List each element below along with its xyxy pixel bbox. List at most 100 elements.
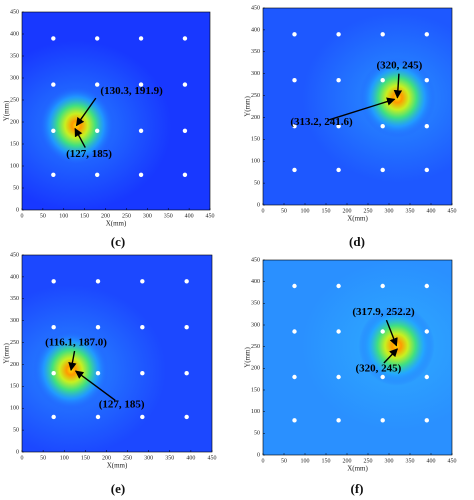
sensor: [51, 36, 56, 41]
sensor: [51, 128, 56, 133]
sensor: [140, 414, 145, 420]
y-tick-label: 100: [251, 409, 260, 415]
x-tick-label: 50: [40, 213, 46, 219]
x-tick-label: 100: [59, 213, 68, 219]
x-tick-label: 350: [164, 213, 173, 219]
y-tick-label: 100: [10, 163, 19, 169]
y-tick-label: 50: [13, 427, 19, 433]
sensor: [184, 325, 189, 330]
x-tick-label: 450: [208, 455, 217, 461]
y-axis-label: Y(mm): [3, 100, 11, 121]
sensor: [140, 279, 145, 284]
annotation-arrow: [74, 370, 116, 401]
x-tick-label: 200: [101, 213, 110, 219]
y-tick-label: 150: [10, 141, 19, 147]
sensor: [51, 371, 56, 376]
sensor: [95, 82, 100, 87]
annotation-label: (130.3, 191.9): [100, 85, 163, 97]
sensor: [424, 283, 429, 289]
y-tick-label: 350: [251, 49, 260, 55]
panel-caption: (c): [111, 234, 125, 249]
annotation-arrow: [68, 350, 77, 371]
annotation-label: (127, 185): [66, 148, 112, 160]
sensor: [424, 418, 429, 423]
x-tick-label: 0: [262, 208, 265, 214]
sensor: [380, 374, 385, 380]
annotation-label: (317.9, 252.2): [352, 306, 415, 318]
sensor: [138, 172, 144, 177]
y-tick-label: 400: [251, 279, 260, 285]
plot-area: [22, 12, 210, 210]
x-tick-label: 250: [122, 213, 131, 219]
y-axis-label: Y(mm): [244, 96, 252, 117]
x-axis-label: X(mm): [107, 462, 128, 470]
annotation-arrow: [385, 319, 398, 347]
sensor: [292, 167, 297, 173]
y-tick-label: 200: [10, 362, 19, 368]
sensor: [51, 279, 56, 284]
x-tick-label: 0: [21, 213, 24, 219]
sensor: [292, 329, 297, 334]
x-tick-label: 450: [448, 458, 457, 464]
y-tick-label: 450: [10, 9, 19, 15]
plot-area: [22, 255, 212, 452]
y-tick-label: 300: [251, 322, 260, 328]
x-tick-label: 0: [21, 455, 24, 461]
sensor: [336, 329, 341, 334]
x-tick-label: 100: [301, 458, 310, 464]
y-tick-label: 100: [10, 406, 19, 412]
x-tick-label: 50: [281, 208, 287, 214]
x-tick-label: 300: [143, 213, 152, 219]
panel-caption: (e): [111, 481, 125, 496]
x-axis-label: X(mm): [347, 215, 368, 223]
x-tick-label: 200: [102, 455, 111, 461]
plot-area: [263, 8, 452, 205]
sensor: [292, 374, 297, 380]
plot-frame: [262, 7, 453, 206]
y-tick-label: 200: [251, 115, 260, 121]
y-axis-label: Y(mm): [3, 343, 11, 364]
x-tick-label: 350: [165, 455, 174, 461]
x-tick-label: 50: [281, 458, 287, 464]
x-tick-label: 250: [364, 208, 373, 214]
x-tick-label: 150: [322, 458, 331, 464]
x-tick-label: 50: [40, 455, 46, 461]
x-tick-label: 400: [185, 213, 194, 219]
sensor: [95, 371, 101, 376]
sensor: [184, 414, 189, 420]
x-tick-label: 350: [406, 208, 415, 214]
sensor: [95, 172, 100, 177]
x-tick-label: 300: [385, 458, 394, 464]
plot-area: [263, 260, 452, 455]
x-tick-label: 0: [262, 458, 265, 464]
y-tick-label: 250: [251, 344, 260, 350]
y-tick-label: 250: [10, 340, 19, 346]
y-tick-label: 200: [10, 119, 19, 125]
annotation-arrow: [75, 97, 97, 127]
y-tick-label: 400: [10, 31, 19, 37]
annotation-label: (320, 245): [376, 59, 422, 71]
sensor: [182, 82, 188, 87]
y-tick-label: 400: [10, 274, 19, 280]
y-tick-label: 350: [10, 296, 19, 302]
y-tick-label: 150: [10, 384, 19, 390]
sensor: [138, 128, 144, 133]
y-axis-label: Y(mm): [244, 347, 252, 368]
sensor: [380, 167, 385, 173]
y-tick-label: 400: [251, 27, 260, 33]
y-tick-label: 0: [257, 202, 260, 208]
y-tick-label: 50: [254, 431, 260, 437]
sensor: [51, 82, 56, 87]
annotation-label: (116.1, 187.0): [45, 337, 107, 349]
x-tick-label: 400: [186, 455, 195, 461]
sensor: [380, 283, 385, 289]
x-tick-label: 300: [144, 455, 153, 461]
x-tick-label: 100: [60, 455, 69, 461]
x-tick-label: 150: [81, 455, 90, 461]
sensor: [336, 32, 341, 37]
annotation-label: (313.2, 241.6): [290, 116, 353, 128]
sensor: [182, 128, 188, 133]
sensor: [424, 329, 429, 334]
sensor: [95, 414, 101, 420]
